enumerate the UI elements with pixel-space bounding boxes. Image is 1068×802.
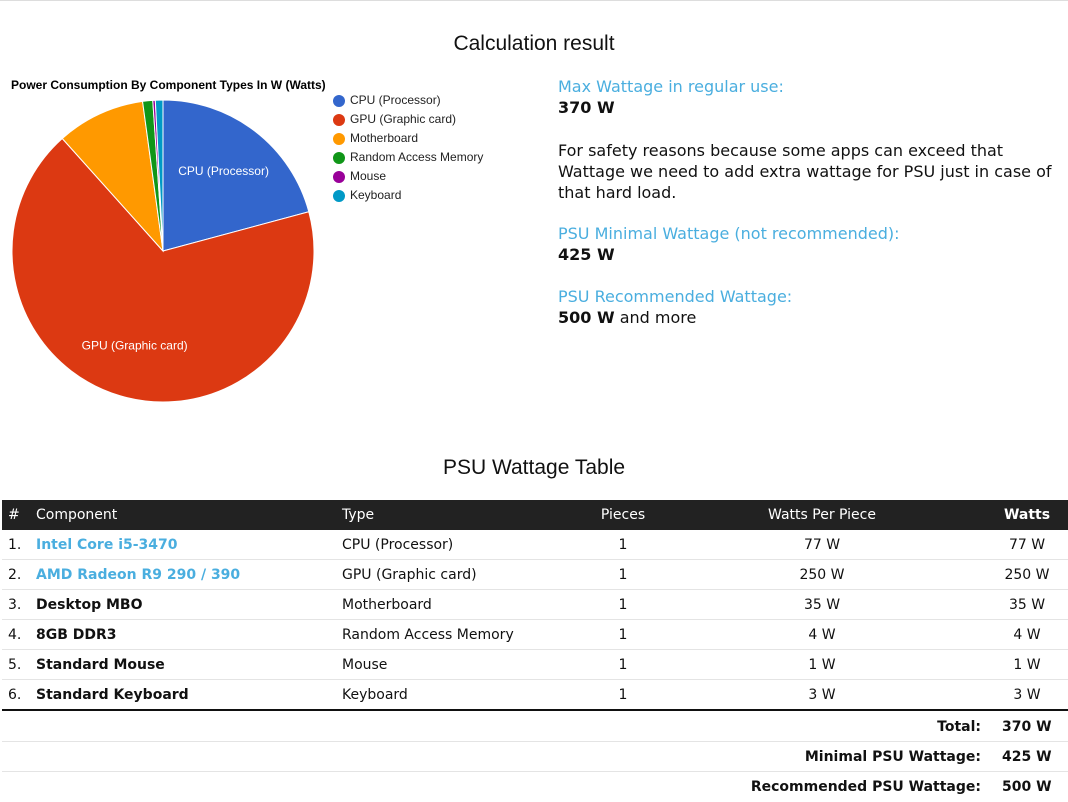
legend-label: Random Access Memory [350, 150, 483, 164]
info-rec: 500 W and more [558, 308, 696, 327]
info-value: 370 W [558, 98, 615, 117]
total-value: 500 W [1002, 779, 1052, 795]
info-label: PSU Recommended Wattage: [558, 287, 793, 306]
table-cell: Keyboard [342, 687, 408, 703]
table-cell: 3 W [1013, 687, 1041, 703]
column-header: Pieces [600, 507, 646, 523]
table-cell: 77 W [1008, 537, 1046, 553]
info-value: 500 W [558, 308, 615, 327]
legend-label: Keyboard [350, 188, 401, 202]
column-header: Component [36, 507, 118, 523]
pie-slice [11, 137, 315, 403]
legend-marker [333, 171, 345, 183]
info-note: For safety reasons because some apps can… [558, 141, 1052, 202]
table-title: PSU Wattage Table [442, 456, 626, 479]
table-cell: 6. [8, 687, 22, 703]
table-cell[interactable]: Intel Core i5-3470 [36, 537, 178, 553]
table-cell: 1 W [808, 657, 836, 673]
table-cell: 1 [618, 567, 628, 583]
row-border [2, 679, 1068, 680]
table-cell: 1. [8, 537, 22, 553]
row-border [2, 709, 1068, 711]
pie-slice [154, 99, 164, 252]
pie-slice [162, 99, 310, 252]
row-border [2, 741, 1068, 742]
table-cell: 1 [618, 537, 628, 553]
table-cell: 250 W [1004, 567, 1050, 583]
pie-chart: Power Consumption By Component Types In … [11, 78, 483, 403]
top-rule [0, 0, 1068, 1]
table-cell: 1 W [1013, 657, 1041, 673]
table-cell: 1 [618, 597, 628, 613]
table-cell: 3 W [808, 687, 836, 703]
total-label: Total: [937, 719, 981, 735]
chart-title: Power Consumption By Component Types In … [11, 78, 326, 92]
row-border [2, 559, 1068, 560]
pie-slice [61, 100, 164, 253]
legend-label: GPU (Graphic card) [350, 112, 456, 126]
info-label: Max Wattage in regular use: [558, 77, 784, 96]
table-cell: 77 W [803, 537, 841, 553]
table-cell: 1 [618, 627, 628, 643]
table-cell: Mouse [342, 657, 388, 673]
table-cell: 250 W [799, 567, 845, 583]
table-cell: 2. [8, 567, 22, 583]
table-cell: Motherboard [342, 597, 432, 613]
table-header [2, 500, 1068, 530]
table-cell: 35 W [803, 597, 841, 613]
slice-label: GPU (Graphic card) [82, 339, 188, 353]
row-border [2, 589, 1068, 590]
table-cell: 4. [8, 627, 22, 643]
table-cell: Desktop MBO [36, 597, 143, 613]
table-cell: 5. [8, 657, 22, 673]
legend-label: Mouse [350, 169, 386, 183]
table-cell: 8GB DDR3 [36, 627, 117, 643]
table-cell: 35 W [1008, 597, 1046, 613]
table-cell: 1 [618, 687, 628, 703]
table-cell: 4 W [1013, 627, 1041, 643]
total-label: Recommended PSU Wattage: [750, 779, 981, 795]
legend-label: CPU (Processor) [350, 93, 441, 107]
table-cell: 4 W [808, 627, 836, 643]
table-cell[interactable]: AMD Radeon R9 290 / 390 [36, 567, 241, 583]
table-cell: Standard Mouse [36, 657, 165, 673]
total-value: 370 W [1002, 719, 1052, 735]
table-cell: 3. [8, 597, 22, 613]
table-cell: CPU (Processor) [342, 537, 454, 553]
info-label: PSU Minimal Wattage (not recommended): [558, 224, 900, 243]
table-cell: GPU (Graphic card) [342, 567, 477, 583]
column-header: Watts Per Piece [768, 507, 876, 523]
legend-marker [333, 152, 345, 164]
column-header: Watts [1003, 507, 1051, 523]
slice-label: CPU (Processor) [178, 164, 269, 178]
row-border [2, 619, 1068, 620]
info-value: 425 W [558, 245, 615, 264]
legend-label: Motherboard [350, 131, 418, 145]
legend-marker [333, 133, 345, 145]
row-border [2, 771, 1068, 772]
total-label: Minimal PSU Wattage: [804, 749, 981, 765]
row-border [2, 649, 1068, 650]
legend-marker [333, 114, 345, 126]
table-cell: Standard Keyboard [36, 687, 189, 703]
info-suffix: and more [619, 308, 697, 327]
legend-marker [333, 190, 345, 202]
column-header: Type [342, 507, 375, 523]
table-cell: Random Access Memory [342, 627, 514, 643]
column-header: # [8, 507, 20, 523]
page-title: Calculation result [453, 32, 615, 55]
table-cell: 1 [618, 657, 628, 673]
legend-marker [333, 95, 345, 107]
total-value: 425 W [1002, 749, 1052, 765]
